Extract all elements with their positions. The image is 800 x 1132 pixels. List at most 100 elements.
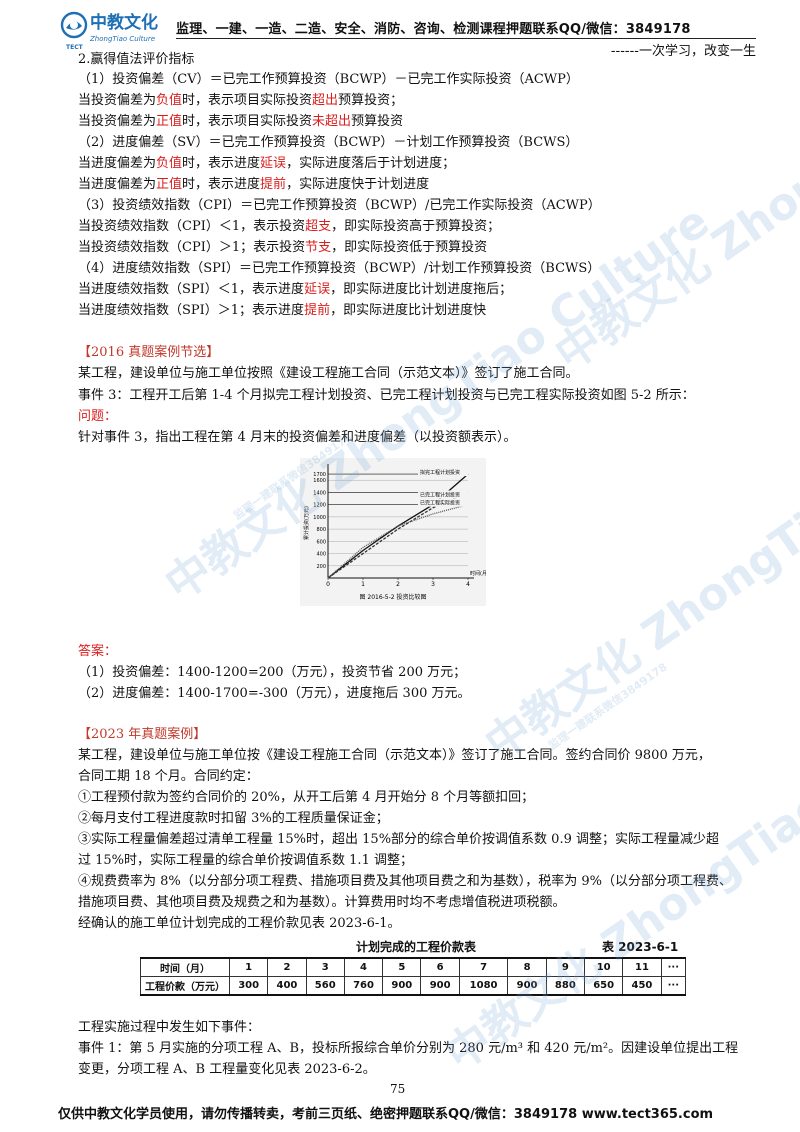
spi-greater-than-one: 当进度绩效指数（SPI）＞1；表示进度提前，即实际进度比计划进度快 — [78, 303, 487, 318]
y-tick-label: 200 — [316, 564, 326, 570]
table-cell: 900 — [420, 976, 460, 996]
y-tick-label: 1600 — [313, 478, 326, 484]
table-cell: 7 — [458, 957, 509, 977]
case-2016-answer-2: （2）进度偏差：1400-1700=-300（万元），进度拖后 300 万元。 — [78, 686, 471, 701]
case-2016-answer-1: （1）投资偏差：1400-1200=200（万元），投资节省 200 万元； — [78, 665, 467, 680]
table-cell: 450 — [622, 976, 662, 996]
case-2023-clause-4a: ④规费费率为 8%（以分部分项工程费、措施项目费及其他项目费之和为基数），税率为… — [78, 874, 733, 889]
case-2023-p1b: 合同工期 18 个月。合同约定： — [78, 769, 259, 784]
table-cell: 1080 — [458, 976, 509, 996]
series-label: 已完工程实际投资 — [420, 500, 460, 507]
page-number: 75 — [390, 1082, 406, 1096]
cv-definition: （1）投资偏差（CV）＝已完工作预算投资（BCWP）－已完工作实际投资（ACWP… — [78, 72, 579, 87]
x-tick-label: 3 — [431, 581, 435, 588]
watermark: 中教文化 ZhongTiao Culture — [476, 356, 800, 771]
case-2023-clause-2: ②每月支付工程进度款时扣留 3%的工程质量保证金； — [78, 811, 389, 826]
table-cell: 300 — [228, 976, 269, 996]
table-row-amounts: 工程价款（万元） 300 400 560 760 900 900 1080 90… — [140, 976, 687, 996]
case-2023-p1a: 某工程，建设单位与施工单位按《建设工程施工合同（示范文本）》签订了施工合同。签约… — [78, 748, 711, 763]
series-label-bg — [418, 468, 468, 477]
table-cell: 900 — [507, 976, 547, 996]
spi-definition: （4）进度绩效指数（SPI）＝已完工作预算投资（BCWP）/计划工作预算投资（B… — [78, 261, 601, 276]
case-2023-clause-3a: ③实际工程量偏差超过清单工程量 15%时，超出 15%部分的综合单价按调值系数 … — [78, 832, 719, 847]
watermark-qq: 监理一建联系微信3849178 — [546, 660, 670, 753]
case-2023-p4a: 事件 1：第 5 月实施的分项工程 A、B，投标所报综合单价分别为 280 元/… — [78, 1041, 739, 1056]
cpi-definition: （3）投资绩效指数（CPI）＝已完工作预算投资（BCWP）/已完工作实际投资（A… — [78, 198, 601, 213]
x-tick-label: 2 — [396, 581, 400, 588]
table-cell: 10 — [583, 957, 624, 977]
series-line-2 — [327, 491, 469, 579]
sv-negative: 当进度偏差为负值时，表示进度延误，实际进度落后于计划进度； — [78, 156, 456, 171]
table-cell: 400 — [267, 976, 307, 996]
series-label-bg — [418, 490, 468, 499]
y-axis-label: 累计投资(万元) — [303, 506, 310, 540]
sv-positive: 当进度偏差为正值时，表示进度提前，实际进度快于计划进度 — [78, 177, 430, 192]
spi-less-than-one: 当进度绩效指数（SPI）＜1，表示进度延误，即实际进度比计划进度拖后； — [78, 282, 513, 297]
series-label: 拟完工程计划投资 — [420, 469, 460, 476]
case-2016-p1: 某工程，建设单位与施工单位按照《建设工程施工合同（示范文本）》签订了施工合同。 — [78, 366, 579, 381]
case-2023-clause-1: ①工程预付款为签约合同价的 20%，从开工后第 4 月开始分 8 个月等额扣回； — [78, 790, 535, 805]
x-axis-label: 时间(月) — [470, 570, 486, 577]
x-tick-label: 1 — [361, 581, 365, 588]
y-tick-label: 1000 — [313, 515, 326, 521]
series-label: 已完工程计划投资 — [420, 491, 460, 498]
table-cell: 650 — [583, 976, 624, 996]
y-tick-label: 1400 — [313, 490, 326, 496]
case-2023-p4b: 变更，分项工程 A、B 工程量变化见表 2023-6-2。 — [78, 1062, 376, 1077]
page-header: 中教文化 ZhongTiao Culture TECT 监理、一建、一造、二造、… — [58, 8, 758, 59]
table-cell: 2 — [267, 957, 307, 977]
table-cell: 880 — [545, 976, 586, 996]
case-2023-clause-3b: 过 15%时，实际工程量的综合单价按调值系数 1.1 调整； — [78, 853, 413, 868]
table-cell: 3 — [305, 957, 345, 977]
case-2016-question-label: 问题： — [78, 409, 118, 424]
watermark: 中教文化 ZhongTiao Culture — [436, 666, 800, 1081]
table-cell: 8 — [507, 957, 547, 977]
chart-caption: 图 2016-5-2 投资比较图 — [359, 593, 426, 601]
case-2016-question: 针对事件 3，指出工程在第 4 月末的投资偏差和进度偏差（以投资额表示）。 — [78, 430, 517, 445]
page-footer: 仅供中教文化学员使用，请勿传播转卖，考前三页纸、绝密押题联系QQ/微信：3849… — [58, 1107, 714, 1122]
table-cell: 6 — [420, 957, 460, 977]
header-motto: ------一次学习，改变一生 — [610, 44, 756, 59]
zhongjiao-logo-icon: 中教文化 ZhongTiao Culture TECT — [60, 11, 158, 51]
cpi-greater-than-one: 当投资绩效指数（CPI）＞1；表示投资节支，即实际投资低于预算投资 — [78, 240, 488, 255]
planned-payment-table: 时间（月） 1 2 3 4 5 6 7 8 9 10 11 ··· 工程价款（万… — [140, 957, 687, 996]
header-title: 监理、一建、一造、二造、安全、消防、咨询、检测课程押题联系QQ/微信：38491… — [176, 22, 691, 37]
svg-text:中教文化: 中教文化 — [90, 12, 158, 33]
table-cell: 1 — [228, 957, 269, 977]
table-cell: ··· — [660, 976, 687, 996]
svg-text:TECT: TECT — [66, 44, 84, 51]
sv-definition: （2）进度偏差（SV）＝已完工作预算投资（BCWP）－计划工作预算投资（BCWS… — [78, 135, 579, 150]
cpi-less-than-one: 当投资绩效指数（CPI）＜1，表示投资超支，即实际投资高于预算投资； — [78, 219, 501, 234]
table-cell: 5 — [382, 957, 422, 977]
case-2023-heading: 【2023 年真题案例】 — [78, 727, 207, 742]
y-tick-label: 1200 — [313, 503, 326, 509]
header-divider — [176, 38, 756, 39]
series-line-3 — [327, 504, 469, 579]
row-label-month: 时间（月） — [140, 957, 230, 977]
chart-background — [300, 458, 486, 606]
y-tick-label: 800 — [316, 527, 326, 533]
table-cell: ··· — [660, 957, 687, 977]
table-title: 计划完成的工程价款表 — [356, 940, 477, 954]
table-number: 表 2023-6-1 — [602, 940, 679, 954]
case-2016-p2: 事件 3：工程开工后第 1-4 个月拟完工程计划投资、已完工程计划投资与已完工程… — [78, 388, 695, 403]
table-cell: 900 — [382, 976, 422, 996]
x-tick-label: 4 — [466, 581, 470, 588]
case-2023-p3: 工程实施过程中发生如下事件： — [78, 1020, 261, 1035]
cv-negative: 当投资偏差为负值时，表示项目实际投资超出预算投资； — [78, 93, 404, 108]
table-row-months: 时间（月） 1 2 3 4 5 6 7 8 9 10 11 ··· — [140, 957, 687, 977]
case-2016-heading: 【2016 真题案例节选】 — [78, 345, 220, 360]
series-label-bg — [418, 498, 468, 507]
svg-text:ZhongTiao Culture: ZhongTiao Culture — [89, 35, 155, 43]
y-tick-label: 400 — [316, 552, 326, 558]
cv-positive: 当投资偏差为正值时，表示项目实际投资未超出预算投资 — [78, 114, 404, 129]
y-tick-label: 1700 — [313, 472, 326, 478]
case-2023-clause-4b: 措施项目费、其他项目费及规费之和为基数）。计算费用时均不考虑增值税进项税额。 — [78, 895, 566, 910]
table-cell: 760 — [343, 976, 384, 996]
x-tick-label: 0 — [326, 581, 330, 588]
eval-heading: 2.赢得值法评价指标 — [78, 52, 195, 67]
table-cell: 560 — [305, 976, 345, 996]
table-cell: 9 — [545, 957, 586, 977]
